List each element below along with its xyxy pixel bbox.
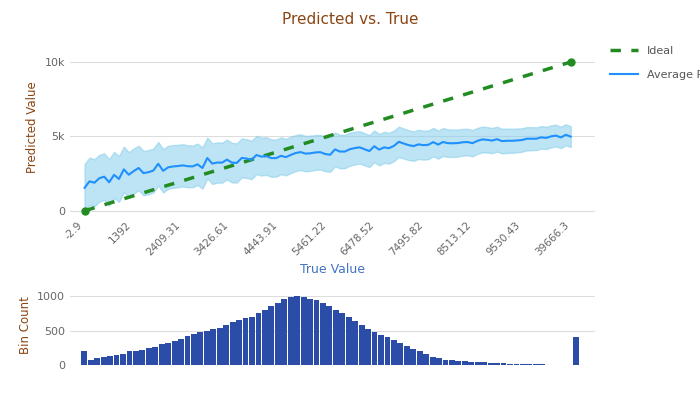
Bar <box>404 346 410 365</box>
Bar <box>488 363 494 365</box>
Bar <box>165 343 171 365</box>
Bar <box>552 364 558 365</box>
Bar <box>384 337 391 365</box>
Bar <box>340 313 345 365</box>
Bar <box>346 317 351 365</box>
Bar <box>139 350 146 365</box>
Bar <box>256 313 261 365</box>
Bar <box>410 349 416 365</box>
Bar <box>514 364 519 365</box>
Bar <box>101 357 106 365</box>
Bar <box>178 339 184 365</box>
Bar <box>333 310 339 365</box>
Bar <box>281 299 287 365</box>
Y-axis label: Bin Count: Bin Count <box>19 297 32 354</box>
Bar <box>520 364 526 365</box>
Bar <box>482 362 487 365</box>
Legend: Ideal, Average Predicted Value: Ideal, Average Predicted Value <box>606 42 700 84</box>
Bar <box>442 360 449 365</box>
Bar <box>146 348 152 365</box>
Bar <box>494 363 500 365</box>
Bar <box>113 355 120 365</box>
Bar <box>468 362 474 365</box>
Bar <box>546 364 552 365</box>
Bar <box>307 299 313 365</box>
Bar <box>172 341 178 365</box>
Bar <box>378 335 384 365</box>
Bar <box>416 351 423 365</box>
Bar <box>462 361 468 365</box>
Bar <box>294 296 300 365</box>
Bar <box>500 363 507 365</box>
Bar <box>398 343 403 365</box>
Bar <box>314 300 319 365</box>
Bar <box>275 303 281 365</box>
Bar <box>391 340 397 365</box>
Bar <box>372 332 377 365</box>
Bar <box>223 325 229 365</box>
Bar <box>236 320 242 365</box>
X-axis label: True Value: True Value <box>300 263 365 276</box>
Y-axis label: Predicted Value: Predicted Value <box>26 82 39 173</box>
Bar <box>249 317 255 365</box>
Bar <box>217 328 223 365</box>
Bar <box>243 318 248 365</box>
Bar <box>107 356 113 365</box>
Bar <box>526 364 532 365</box>
Text: Predicted vs. True: Predicted vs. True <box>281 12 419 27</box>
Bar <box>127 351 132 365</box>
Bar <box>185 336 190 365</box>
Bar <box>533 364 539 365</box>
Bar <box>191 334 197 365</box>
Bar <box>268 306 274 365</box>
Bar <box>449 360 455 365</box>
Bar <box>507 364 513 365</box>
Bar <box>197 332 203 365</box>
Bar <box>424 354 429 365</box>
Bar <box>430 357 435 365</box>
Bar <box>288 297 293 365</box>
Bar <box>475 362 481 365</box>
Bar <box>88 360 94 365</box>
Bar <box>320 303 326 365</box>
Bar <box>436 358 442 365</box>
Bar <box>159 345 164 365</box>
Bar <box>230 322 236 365</box>
Bar <box>94 358 100 365</box>
Bar <box>81 351 88 365</box>
Bar <box>211 329 216 365</box>
Bar <box>326 306 332 365</box>
Bar <box>539 364 545 365</box>
Bar <box>573 337 579 365</box>
Bar <box>358 325 365 365</box>
Bar <box>153 347 158 365</box>
Bar <box>262 310 268 365</box>
Bar <box>301 297 307 365</box>
Bar <box>120 354 126 365</box>
Bar <box>352 321 358 365</box>
Bar <box>456 361 461 365</box>
Bar <box>204 331 210 365</box>
Bar <box>365 329 371 365</box>
Bar <box>133 351 139 365</box>
